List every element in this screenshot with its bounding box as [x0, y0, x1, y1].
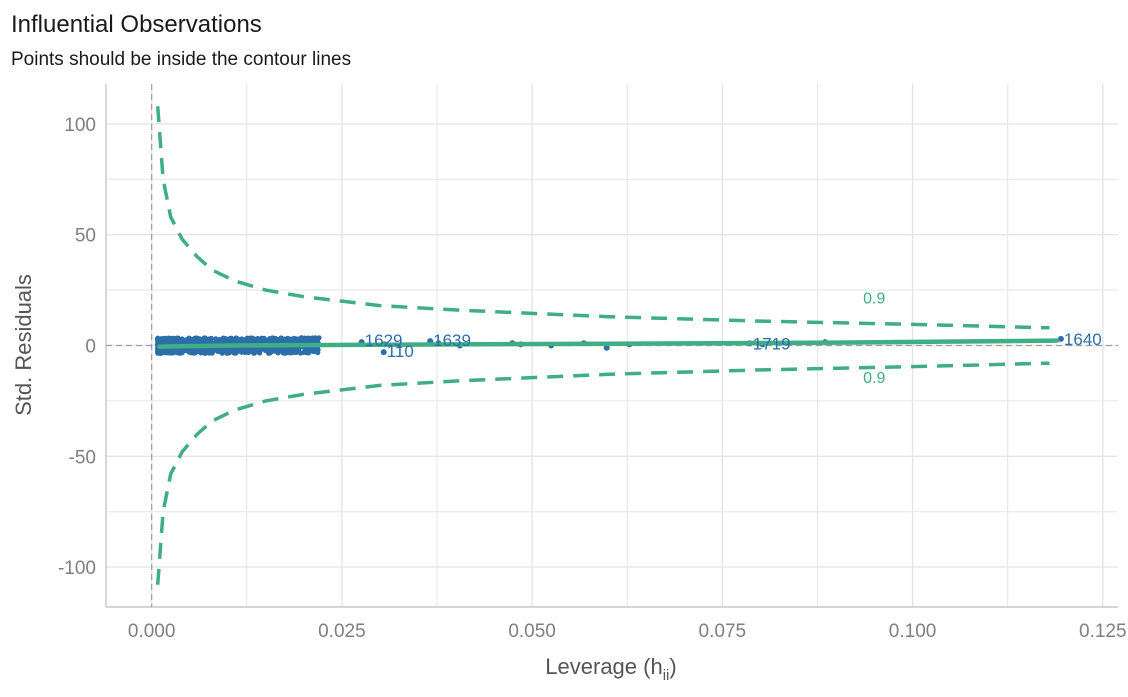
x-axis-title-close: ): [669, 654, 676, 679]
contour-label: 0.9: [863, 370, 885, 387]
data-point: [234, 336, 240, 342]
data-point: [272, 336, 278, 342]
data-point: [380, 349, 387, 356]
data-point: [182, 347, 188, 354]
data-point: [312, 338, 318, 344]
point-label: 1639: [433, 331, 471, 350]
x-tick-label: 0.125: [1079, 621, 1127, 642]
data-point: [198, 338, 204, 344]
x-axis-title-subscript: ii: [663, 667, 670, 684]
chart-subtitle: Points should be inside the contour line…: [11, 49, 351, 70]
data-point: [158, 336, 165, 342]
data-point: [303, 338, 309, 344]
data-point: [207, 349, 213, 355]
data-point: [281, 349, 287, 355]
x-tick-label: 0.075: [699, 621, 747, 642]
y-axis-title: Std. Residuals: [11, 274, 36, 416]
data-point: [211, 347, 217, 353]
smooth-line: [157, 338, 1060, 349]
data-point: [208, 335, 214, 341]
point-label: 1640: [1064, 330, 1102, 349]
data-point: [287, 350, 293, 356]
data-point: [169, 335, 175, 341]
point-label: 1629: [365, 331, 403, 350]
data-point: [1057, 335, 1064, 342]
x-tick-label: 0.050: [508, 621, 556, 642]
tick-labels: 0.000 0.025 0.050 0.075 0.100 0.125 -100 -50 0 50…: [58, 115, 1127, 642]
point-label: 110: [387, 342, 414, 361]
data-point: [189, 338, 195, 344]
data-point: [237, 348, 243, 354]
smooth-line-group: [157, 338, 1060, 349]
data-point: [297, 350, 304, 356]
y-tick-label: 50: [75, 226, 96, 247]
data-point: [200, 349, 206, 355]
x-axis-title-main: Leverage (h: [545, 654, 662, 679]
contour-upper-line: [155, 106, 1050, 330]
data-point: [255, 349, 261, 355]
y-tick-label: -100: [58, 558, 96, 579]
x-axis-title: Leverage (hii): [545, 654, 676, 684]
data-point: [217, 349, 223, 355]
x-tick-label: 0.000: [128, 621, 176, 642]
data-point: [272, 346, 278, 353]
y-tick-label: 100: [64, 115, 96, 136]
contour-lines: 0.9 0.9: [155, 106, 1050, 585]
data-point: [192, 348, 198, 354]
data-point: [603, 344, 610, 351]
data-point: [213, 336, 219, 342]
data-point: [265, 347, 271, 353]
data-point: [233, 350, 239, 356]
data-point: [285, 335, 291, 341]
data-point: [224, 336, 230, 343]
x-tick-label: 0.025: [318, 621, 366, 642]
data-point: [228, 337, 234, 343]
x-tick-label: 0.100: [889, 621, 937, 642]
contour-lower-line: [155, 361, 1050, 585]
point-label: 1719: [753, 334, 791, 353]
data-point: [249, 335, 255, 341]
y-tick-label: -50: [69, 447, 96, 468]
data-point: [177, 350, 183, 356]
chart-title: Influential Observations: [11, 11, 262, 38]
data-point: [296, 338, 303, 344]
contour-label: 0.9: [863, 290, 885, 307]
data-point: [242, 338, 248, 345]
y-tick-label: 0: [85, 337, 96, 358]
